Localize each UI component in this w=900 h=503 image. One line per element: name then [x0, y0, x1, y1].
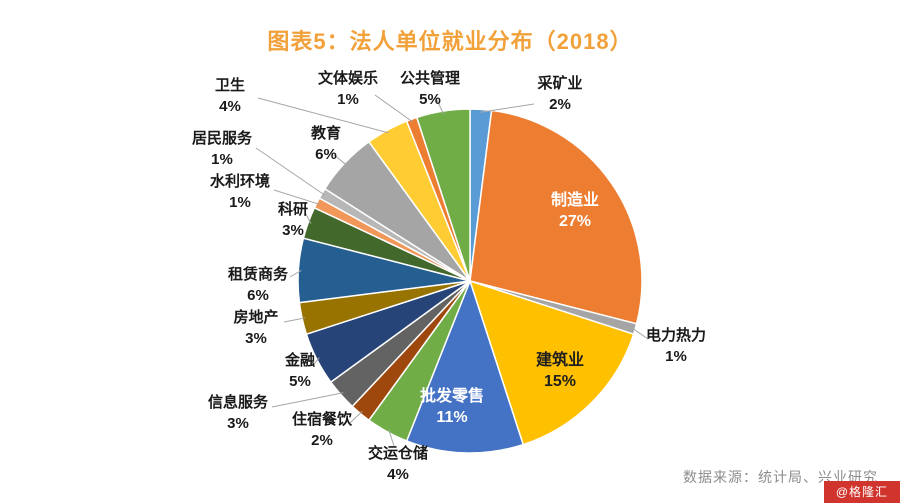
chart-title: 图表5：法人单位就业分布（2018） [267, 29, 633, 54]
leader-line-居民服务 [255, 147, 325, 196]
slice-label-建筑业: 建筑业 15% [536, 350, 584, 390]
pie-slice-建筑业 [469, 280, 635, 446]
leader-line-教育 [333, 154, 348, 166]
slice-label-交运仓储: 交运仓储 4% [368, 444, 428, 483]
slice-label-电力热力: 电力热力 1% [646, 326, 706, 365]
slice-label-批发零售: 批发零售 11% [420, 386, 484, 426]
leader-line-电力热力 [632, 327, 649, 340]
leader-line-房地产 [283, 317, 306, 323]
slice-label-文体娱乐: 文体娱乐 1% [318, 69, 378, 108]
leader-line-公共管理 [435, 97, 445, 115]
pie-slice-制造业 [469, 109, 643, 325]
leader-line-采矿业 [480, 103, 535, 113]
slice-label-教育: 教育 6% [310, 124, 341, 163]
leader-line-水利环境 [273, 189, 320, 205]
slice-label-科研: 科研 3% [278, 200, 308, 239]
leader-line-租赁商务 [289, 269, 302, 278]
slice-label-金融: 金融 5% [284, 351, 315, 390]
slice-label-公共管理: 公共管理 5% [400, 69, 460, 108]
slice-label-房地产: 房地产 3% [233, 308, 278, 347]
pie-slice-公共管理 [416, 108, 471, 282]
leader-line-金融 [313, 357, 320, 365]
slice-label-信息服务: 信息服务 3% [208, 393, 269, 432]
slice-label-住宿餐饮: 住宿餐饮 2% [292, 410, 353, 449]
pie-slice-批发零售 [405, 280, 524, 454]
leader-line-文体娱乐 [374, 94, 414, 123]
leader-line-卫生 [257, 97, 389, 134]
leader-line-住宿餐饮 [349, 410, 363, 424]
slice-label-卫生: 卫生 4% [215, 76, 245, 115]
leader-line-交运仓储 [388, 428, 395, 447]
leader-line-科研 [305, 213, 312, 225]
slice-label-租赁商务: 租赁商务 6% [228, 265, 289, 304]
leader-line-信息服务 [271, 392, 344, 408]
slice-label-采矿业: 采矿业 2% [536, 74, 582, 113]
slice-label-居民服务: 居民服务 1% [192, 129, 253, 168]
slice-label-水利环境: 水利环境 1% [210, 172, 270, 211]
slice-label-制造业: 制造业 27% [551, 190, 599, 230]
watermark-badge: @格隆汇 [823, 481, 900, 503]
